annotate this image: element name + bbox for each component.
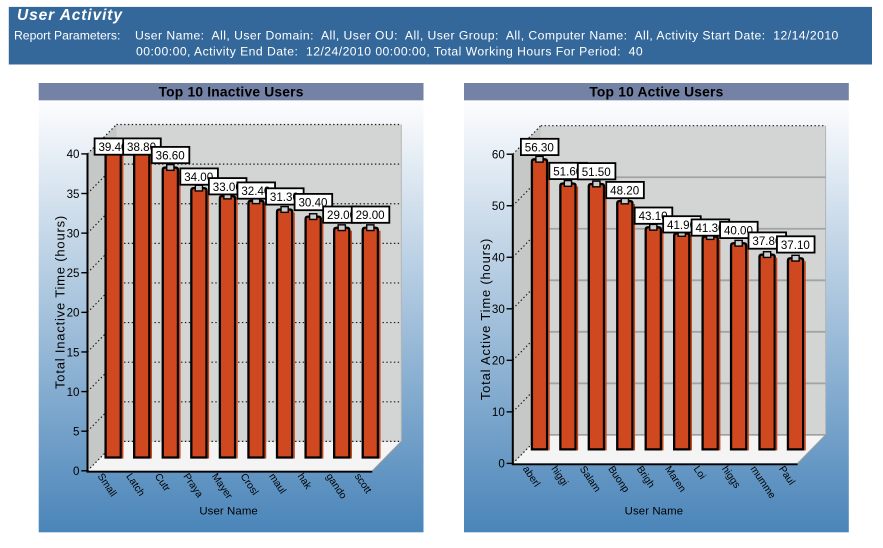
- svg-text:41.30: 41.30: [695, 222, 724, 235]
- svg-text:37.80: 37.80: [752, 235, 781, 248]
- svg-text:Top 10 Active Users: Top 10 Active Users: [589, 85, 723, 100]
- svg-text:User Name: User Name: [199, 505, 258, 517]
- svg-text:32.40: 32.40: [241, 185, 270, 198]
- svg-text:Report Parameters:: Report Parameters:: [14, 29, 120, 43]
- svg-text:0: 0: [498, 458, 504, 471]
- svg-text:60: 60: [492, 149, 505, 162]
- svg-text:User Name: User Name: [625, 505, 684, 517]
- svg-text:Top 10 Inactive Users: Top 10 Inactive Users: [159, 85, 304, 100]
- svg-text:25: 25: [67, 267, 80, 280]
- svg-text:38.80: 38.80: [127, 141, 156, 154]
- svg-text:36.60: 36.60: [156, 150, 185, 163]
- svg-text:51.50: 51.50: [582, 166, 611, 179]
- svg-text:29.00: 29.00: [356, 209, 385, 222]
- svg-text:33.00: 33.00: [213, 181, 242, 194]
- svg-text:43.10: 43.10: [639, 210, 668, 223]
- svg-text:34.00: 34.00: [184, 171, 213, 184]
- svg-text:29.00: 29.00: [327, 209, 356, 222]
- svg-text:35: 35: [67, 188, 80, 201]
- svg-text:37.10: 37.10: [781, 239, 810, 252]
- svg-text:30: 30: [492, 303, 505, 316]
- svg-text:48.20: 48.20: [610, 185, 639, 198]
- svg-text:51.60: 51.60: [553, 166, 582, 179]
- svg-text:User Activity: User Activity: [17, 7, 123, 24]
- svg-text:30: 30: [67, 227, 80, 240]
- svg-text:39.40: 39.40: [98, 141, 127, 154]
- svg-text:Total Active Time (hours): Total Active Time (hours): [478, 238, 493, 400]
- svg-text:User Name: All, User Domain:: User Name: All, User Domain: All, User O…: [135, 29, 839, 43]
- svg-text:40.00: 40.00: [724, 225, 753, 238]
- svg-text:41.90: 41.90: [667, 219, 696, 232]
- svg-text:20: 20: [492, 355, 505, 368]
- svg-text:10: 10: [67, 386, 80, 399]
- svg-text:10: 10: [492, 406, 505, 419]
- svg-text:40: 40: [67, 148, 80, 161]
- svg-text:20: 20: [67, 307, 80, 320]
- svg-text:50: 50: [492, 200, 505, 213]
- svg-text:Total Inactive Time (hours): Total Inactive Time (hours): [53, 215, 68, 389]
- svg-text:00:00:00, Activity End Date:: 00:00:00, Activity End Date: 12/24/2010 …: [136, 45, 643, 59]
- svg-text:5: 5: [73, 425, 79, 438]
- svg-text:40: 40: [492, 252, 505, 265]
- svg-text:15: 15: [67, 346, 80, 359]
- svg-text:56.30: 56.30: [525, 142, 554, 155]
- svg-text:0: 0: [73, 465, 79, 478]
- svg-text:30.40: 30.40: [298, 197, 327, 210]
- svg-text:31.30: 31.30: [270, 191, 299, 204]
